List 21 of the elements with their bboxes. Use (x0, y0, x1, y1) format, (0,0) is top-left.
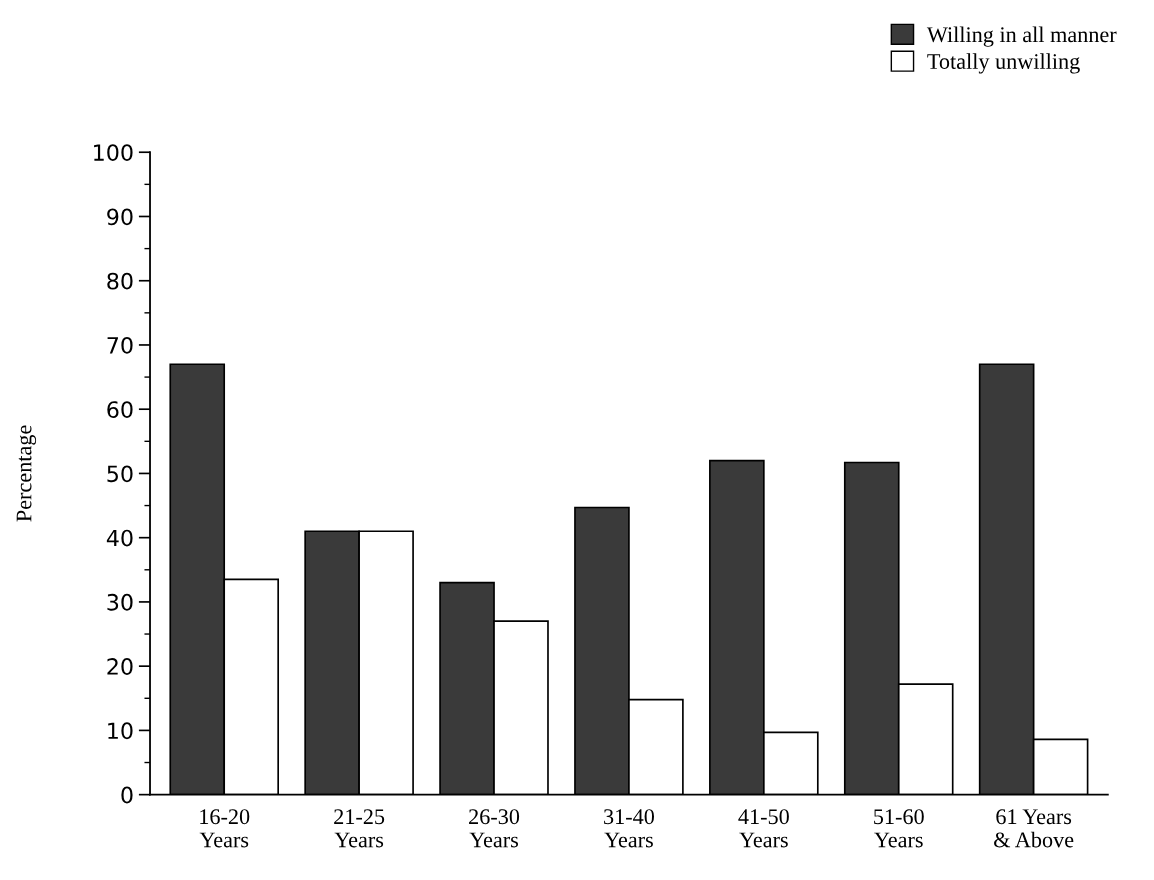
y-axis-title: Percentage (16, 425, 37, 522)
y-tick-label: 50 (107, 465, 133, 483)
x-tick-label: 31-40 Years (604, 809, 655, 848)
y-tick-label: 80 (107, 272, 133, 290)
y-tick-label: 30 (107, 593, 133, 611)
legend-label: Totally unwilling (927, 53, 1080, 74)
y-tick-label: 60 (107, 401, 133, 418)
y-tick-label: 20 (107, 658, 133, 675)
y-tick-label: 100 (94, 144, 133, 161)
x-tick-label: 21-25 Years (334, 809, 385, 848)
y-tick-label: 0 (121, 786, 133, 804)
y-tick-label: 40 (106, 529, 133, 547)
y-tick-label: 10 (108, 722, 133, 740)
x-tick-label: 41-50 Years (738, 809, 789, 848)
legend-label: Willing in all manner (926, 26, 1117, 47)
x-tick-label: 51-60 Years (874, 809, 924, 848)
x-tick-label: 16-20 Years (199, 809, 250, 848)
y-tick-label: 90 (107, 208, 133, 226)
x-tick-label: 26-30 Years (469, 809, 520, 848)
x-tick-label: 61 Years & Above (994, 809, 1074, 848)
y-tick-label: 70 (107, 336, 133, 354)
